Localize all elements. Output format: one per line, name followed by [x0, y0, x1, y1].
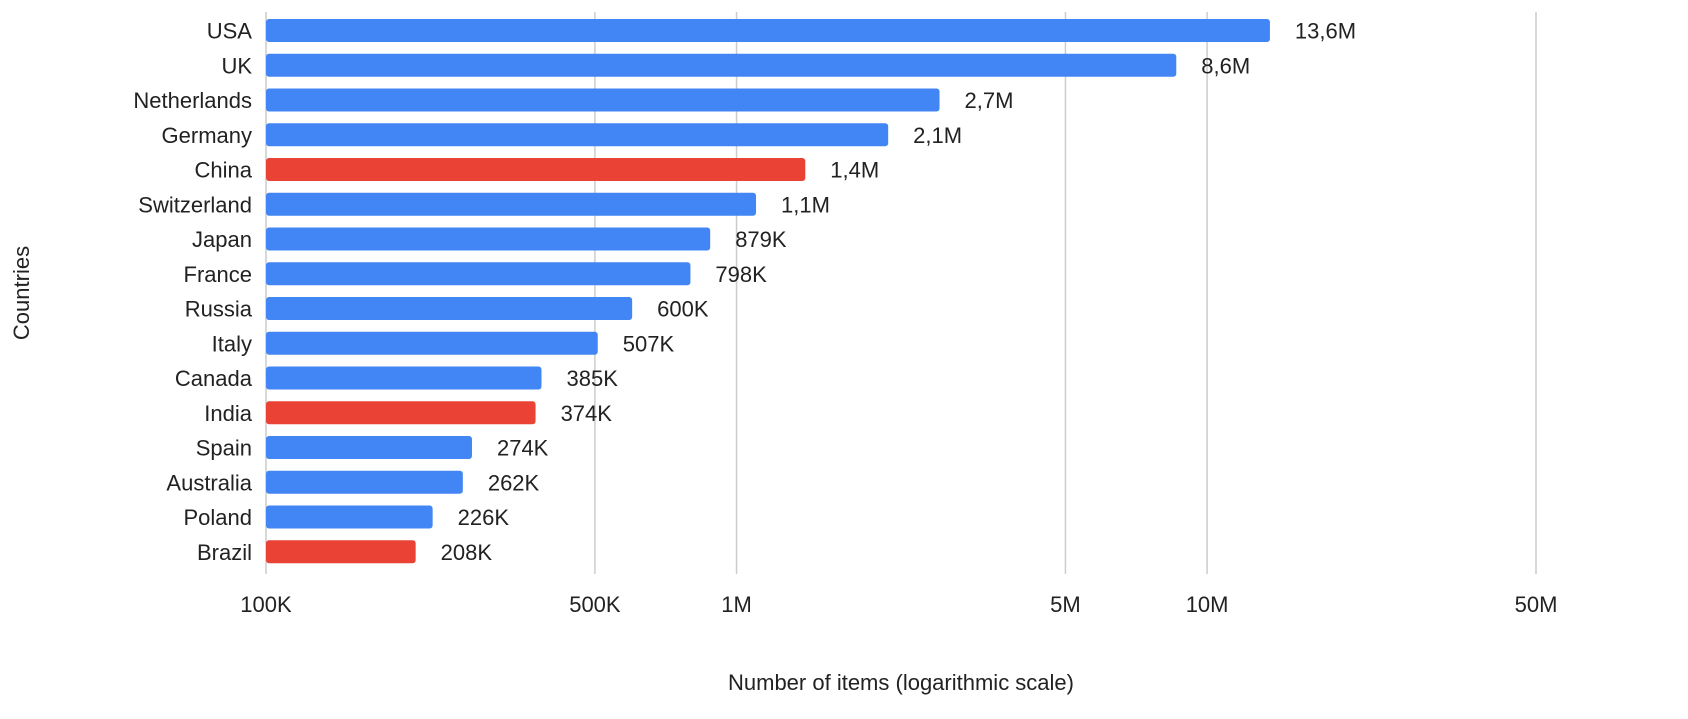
category-label: Japan — [192, 227, 252, 252]
bar — [266, 19, 1270, 42]
bar — [266, 227, 711, 251]
value-label: 13,6M — [1295, 19, 1356, 44]
value-label: 374K — [561, 401, 613, 426]
value-label: 208K — [441, 540, 493, 565]
bar — [266, 540, 416, 564]
bar — [266, 262, 691, 286]
category-label: Australia — [166, 470, 252, 495]
value-label: 385K — [566, 366, 618, 391]
bars — [266, 19, 1270, 564]
category-label: Brazil — [197, 540, 252, 565]
value-label: 600K — [657, 297, 709, 322]
bar — [266, 297, 633, 320]
value-label: 507K — [623, 331, 675, 356]
category-label: Canada — [175, 366, 253, 391]
bar — [266, 123, 889, 147]
category-label: USA — [207, 19, 253, 44]
x-tick-label: 50M — [1515, 592, 1558, 617]
category-label: France — [184, 262, 252, 287]
x-tick-label: 5M — [1050, 592, 1081, 617]
category-label: Italy — [212, 331, 252, 356]
category-label: Russia — [185, 297, 253, 322]
x-axis-title: Number of items (logarithmic scale) — [728, 670, 1074, 695]
category-label: India — [204, 401, 252, 426]
value-label: 262K — [488, 470, 540, 495]
category-label: China — [195, 158, 253, 183]
category-label: Poland — [183, 505, 252, 530]
value-label: 274K — [497, 436, 549, 461]
value-label: 2,1M — [913, 123, 962, 148]
x-tick-label: 100K — [240, 592, 292, 617]
bar — [266, 401, 536, 425]
value-label: 1,4M — [830, 158, 879, 183]
category-label: Netherlands — [133, 88, 252, 113]
value-label: 1,1M — [781, 192, 830, 217]
category-labels: USA UK Netherlands Germany China Switzerland J… — [133, 19, 252, 565]
category-label: UK — [221, 53, 252, 78]
value-label: 8,6M — [1201, 53, 1250, 78]
bar — [266, 505, 433, 529]
bar — [266, 436, 472, 459]
bar — [266, 192, 757, 216]
category-label: Germany — [162, 123, 252, 148]
bar — [266, 88, 940, 112]
x-tick-label: 10M — [1186, 592, 1229, 617]
x-tick-label: 500K — [569, 592, 621, 617]
value-label: 226K — [458, 505, 510, 530]
bar — [266, 158, 806, 181]
x-tick-label: 1M — [721, 592, 752, 617]
y-axis-title: Countries — [9, 246, 34, 340]
x-tick-labels: 100K 500K 1M 5M 10M 50M — [240, 592, 1557, 617]
value-label: 798K — [715, 262, 767, 287]
category-label: Spain — [196, 436, 252, 461]
bar — [266, 331, 598, 355]
bar — [266, 470, 463, 494]
value-label: 879K — [735, 227, 787, 252]
bar — [266, 53, 1177, 77]
value-label: 2,7M — [965, 88, 1014, 113]
bar — [266, 366, 542, 390]
category-label: Switzerland — [138, 192, 252, 217]
